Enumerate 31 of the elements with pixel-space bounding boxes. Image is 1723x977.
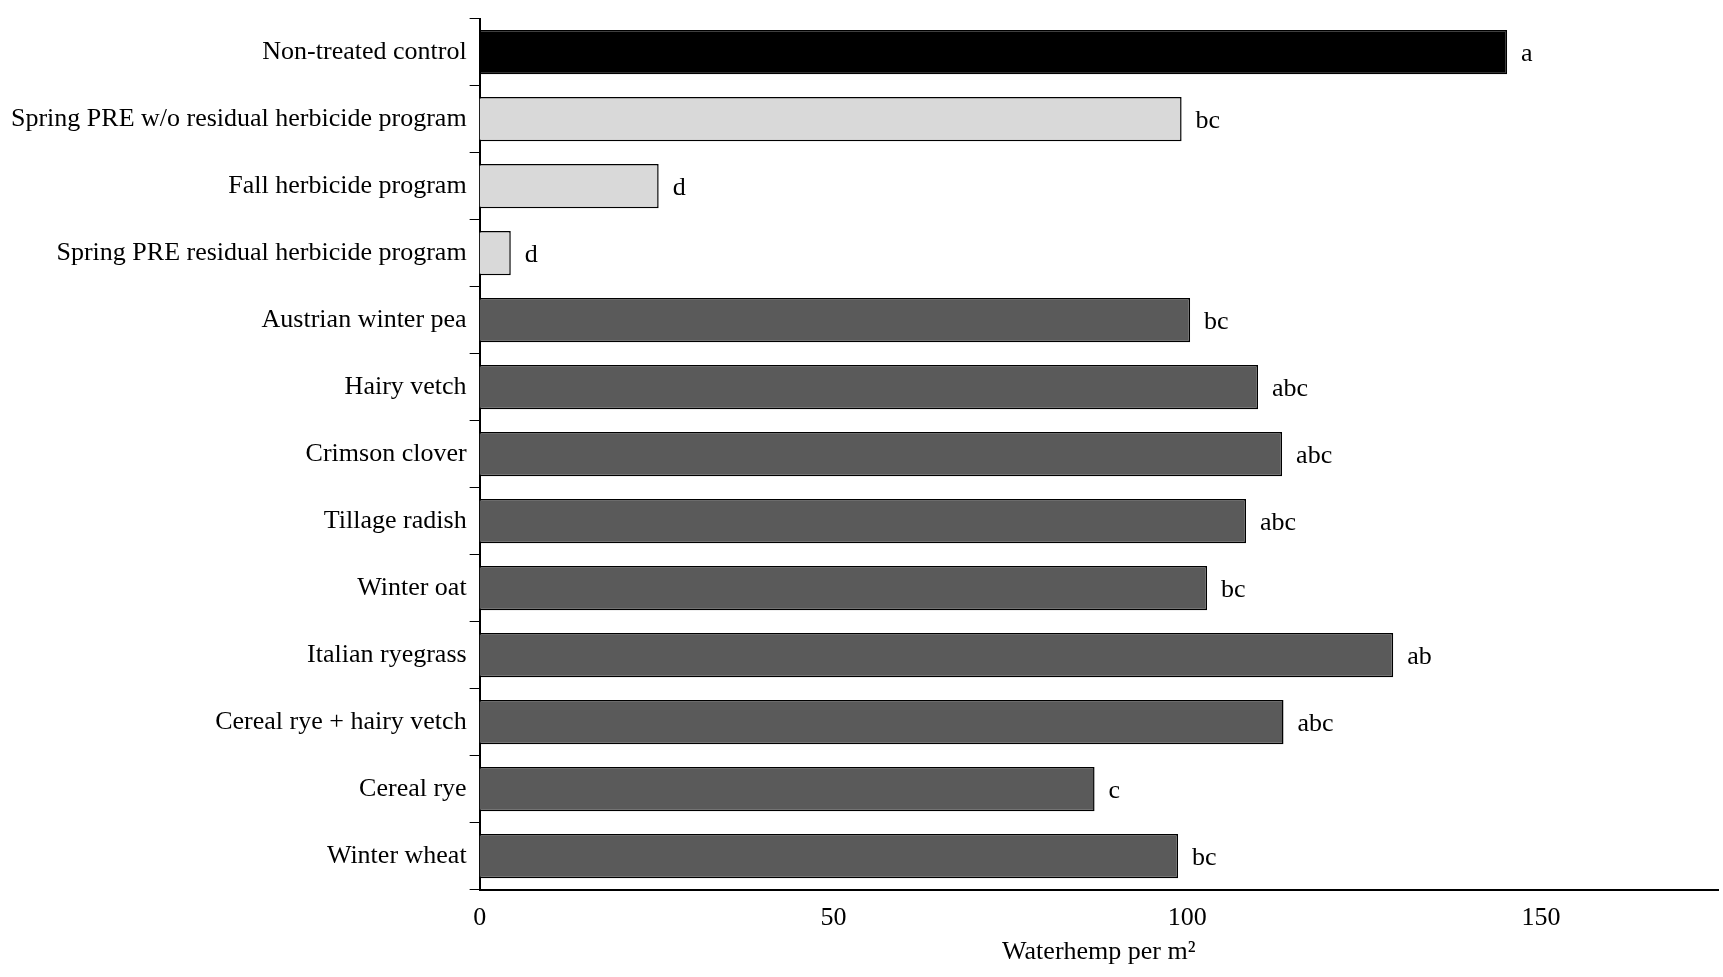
data-label: abc — [1296, 439, 1333, 469]
data-label: abc — [1272, 372, 1309, 402]
data-label: bc — [1221, 573, 1246, 603]
data-label: a — [1521, 37, 1534, 67]
y-tick-label: Hairy vetch — [344, 370, 467, 400]
y-tick-label: Fall herbicide program — [228, 169, 467, 199]
data-label: bc — [1192, 841, 1217, 871]
y-tick-label: Spring PRE w/o residual herbicide program — [10, 102, 467, 132]
data-label: d — [524, 238, 538, 268]
y-tick-label: Winter oat — [357, 571, 468, 601]
data-label: ab — [1407, 640, 1432, 670]
data-label: bc — [1195, 104, 1221, 134]
y-tick-label: Italian ryegrass — [307, 638, 467, 668]
y-tick-label: Cereal rye + hairy vetch — [215, 705, 467, 735]
x-tick-label: 0 — [473, 902, 487, 932]
y-tick-label: Crimson clover — [305, 437, 467, 467]
x-tick-label: 50 — [820, 902, 847, 932]
x-tick-label: 100 — [1167, 902, 1207, 932]
y-tick-label: Austrian winter pea — [261, 303, 468, 333]
x-axis-title: Waterhemp per m² — [1002, 936, 1196, 966]
data-label: abc — [1260, 506, 1297, 536]
y-tick-label: Winter wheat — [326, 839, 468, 869]
data-label: bc — [1204, 305, 1229, 335]
y-tick-label: Cereal rye — [359, 772, 467, 802]
y-tick-label: Tillage radish — [323, 504, 467, 534]
data-label: c — [1108, 774, 1121, 804]
data-label: d — [672, 171, 686, 201]
x-tick-label: 150 — [1521, 902, 1561, 932]
data-label: abc — [1297, 707, 1334, 737]
y-tick-label: Non-treated control — [262, 35, 467, 65]
y-tick-label: Spring PRE residual herbicide program — [56, 236, 467, 266]
